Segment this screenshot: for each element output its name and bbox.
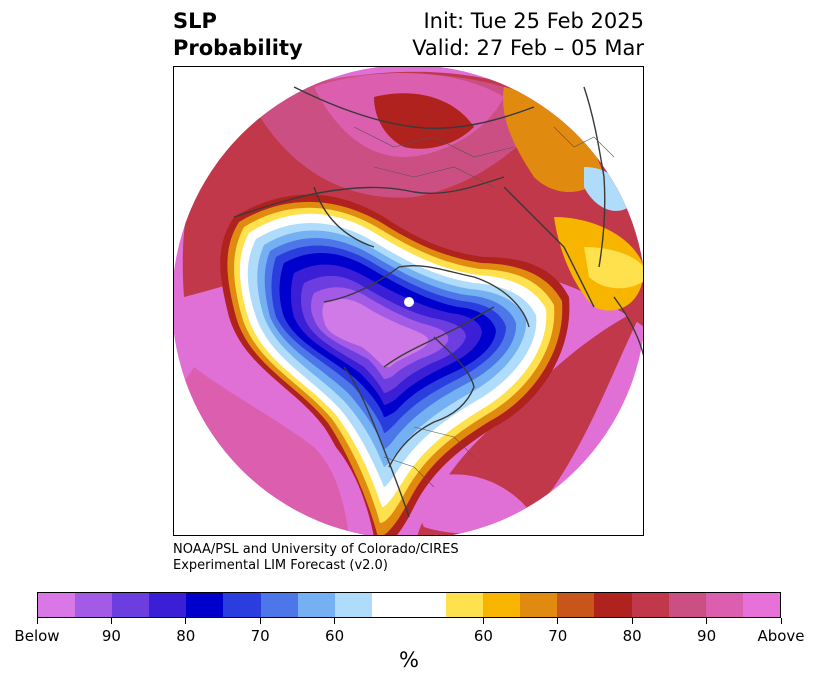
polar-projection-map [174,67,643,535]
valid-range: Valid: 27 Feb – 05 Mar [412,36,644,60]
colorbar-segment [223,593,261,617]
colorbar-tick [259,618,261,624]
map-panel [173,66,644,536]
colorbar-tick-label: 90 [697,627,717,645]
forecast-dates: Init: Tue 25 Feb 2025 Valid: 27 Feb – 05… [412,8,644,62]
colorbar-tick [706,618,708,624]
colorbar-segment [594,593,632,617]
colorbar-tick-label: Above [757,627,805,645]
colorbar-segment [446,593,484,617]
colorbar-segment [38,593,76,617]
credit-line-2: Experimental LIM Forecast (v2.0) [173,558,388,573]
colorbar-segment [557,593,595,617]
colorbar-units: % [399,648,419,672]
title-line-1: SLP [173,9,217,33]
init-date: Init: Tue 25 Feb 2025 [423,9,644,33]
colorbar-tick [36,618,38,624]
colorbar-segment [408,593,447,617]
colorbar-tick-label: 70 [548,627,568,645]
colorbar-segment [149,593,187,617]
colorbar-tick-label: 60 [473,627,493,645]
colorbar-tick [780,618,782,624]
colorbar-tick-label: 70 [250,627,270,645]
title-line-2: Probability [173,36,303,60]
colorbar-segment [75,593,113,617]
colorbar-tick [185,618,187,624]
north-pole-marker [404,297,414,307]
credit-text: NOAA/PSL and University of Colorado/CIRE… [173,542,459,574]
colorbar-segment [483,593,521,617]
colorbar-tick [557,618,559,624]
colorbar-tick [631,618,633,624]
credit-line-1: NOAA/PSL and University of Colorado/CIRE… [173,542,459,557]
colorbar-segment [297,593,335,617]
colorbar-segment [371,593,409,617]
colorbar-segment [631,593,669,617]
colorbar-tick-label: Below [14,627,60,645]
colorbar-tick-label: 80 [622,627,642,645]
colorbar [37,592,781,618]
colorbar-segment [668,593,706,617]
map-title: SLP Probability [173,8,303,62]
colorbar-tick-label: 80 [176,627,196,645]
colorbar-segment [112,593,150,617]
colorbar-tick [482,618,484,624]
colorbar-tick-label: 60 [325,627,345,645]
colorbar-segment [705,593,743,617]
borders [353,126,615,488]
colorbar-tick [110,618,112,624]
colorbar-segment [742,593,780,617]
colorbar-segment [260,593,298,617]
colorbar-segment [334,593,372,617]
colorbar-tick [334,618,336,624]
coastlines [233,86,643,518]
colorbar-segment [186,593,224,617]
colorbar-segment [520,593,558,617]
colorbar-tick-label: 90 [101,627,121,645]
